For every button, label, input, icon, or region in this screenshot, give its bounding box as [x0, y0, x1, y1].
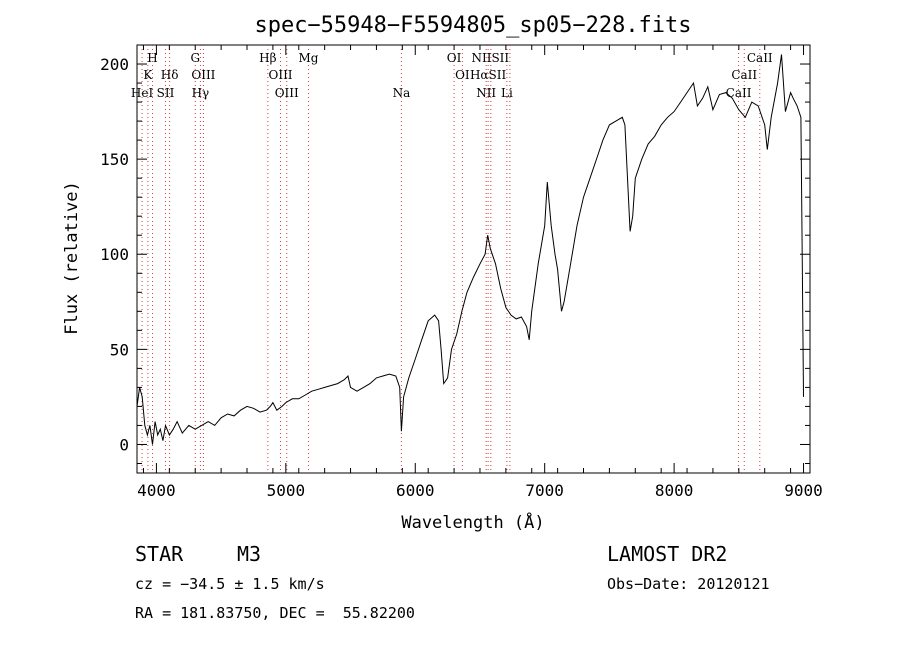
x-axis-label: Wavelength (Å)	[401, 511, 544, 533]
line-id-label: CaII	[731, 68, 757, 82]
line-id-label: NII	[476, 86, 496, 100]
line-id-label: CaII	[747, 51, 773, 65]
line-id-label: H	[147, 51, 157, 65]
x-axis-ticks: 4000 5000 6000 7000 8000 9000	[137, 45, 823, 500]
y-tick-label: 50	[110, 340, 129, 359]
line-id-label: CaII	[726, 86, 752, 100]
line-id-label: Hγ	[192, 86, 210, 100]
y-tick-label: 200	[100, 55, 129, 74]
line-id-label: K	[143, 68, 153, 82]
redshift-velocity: cz = −34.5 ± 1.5 km/s	[135, 575, 325, 593]
x-tick-label: 9000	[784, 481, 823, 500]
line-id-label: HeI	[131, 86, 154, 100]
line-id-label: HαSII	[470, 68, 507, 82]
sky-coordinates: RA = 181.83750, DEC = 55.82200	[135, 604, 415, 622]
x-tick-label: 5000	[267, 481, 306, 500]
line-id-label: Na	[393, 86, 411, 100]
y-axis-label: Flux (relative)	[62, 181, 82, 335]
y-tick-label: 150	[100, 150, 129, 169]
line-id-label: NIISII	[471, 51, 509, 65]
survey-name: LAMOST DR2	[607, 542, 728, 566]
object-class: STAR	[135, 542, 184, 566]
x-tick-label: 6000	[396, 481, 435, 500]
object-subclass: M3	[237, 542, 262, 566]
plot-frame	[136, 44, 811, 474]
y-tick-label: 100	[100, 245, 129, 264]
observation-date: Obs−Date: 20120121	[607, 575, 770, 593]
x-tick-label: 4000	[137, 481, 176, 500]
emission-line-markers	[141, 45, 761, 473]
line-id-label: Hβ	[259, 51, 276, 65]
spectrum-series-line	[136, 54, 804, 445]
x-tick-label: 7000	[525, 481, 564, 500]
x-tick-label: 8000	[655, 481, 694, 500]
line-id-label: G	[190, 51, 200, 65]
line-id-label: OI	[455, 68, 470, 82]
chart-title: spec−55948−F5594805_sp05−228.fits	[254, 13, 691, 38]
line-id-label: Li	[501, 86, 513, 100]
line-id-label: OI	[447, 51, 462, 65]
y-tick-label: 0	[119, 435, 129, 454]
line-id-label: OIII	[191, 68, 215, 82]
line-id-label: Hδ	[161, 68, 179, 82]
line-id-label: OIII	[275, 86, 299, 100]
line-id-label: SII	[157, 86, 175, 100]
y-axis-ticks: 0 50 100 150 200	[100, 55, 810, 464]
line-id-label: OIII	[268, 68, 292, 82]
line-id-label: Mg	[299, 51, 319, 65]
